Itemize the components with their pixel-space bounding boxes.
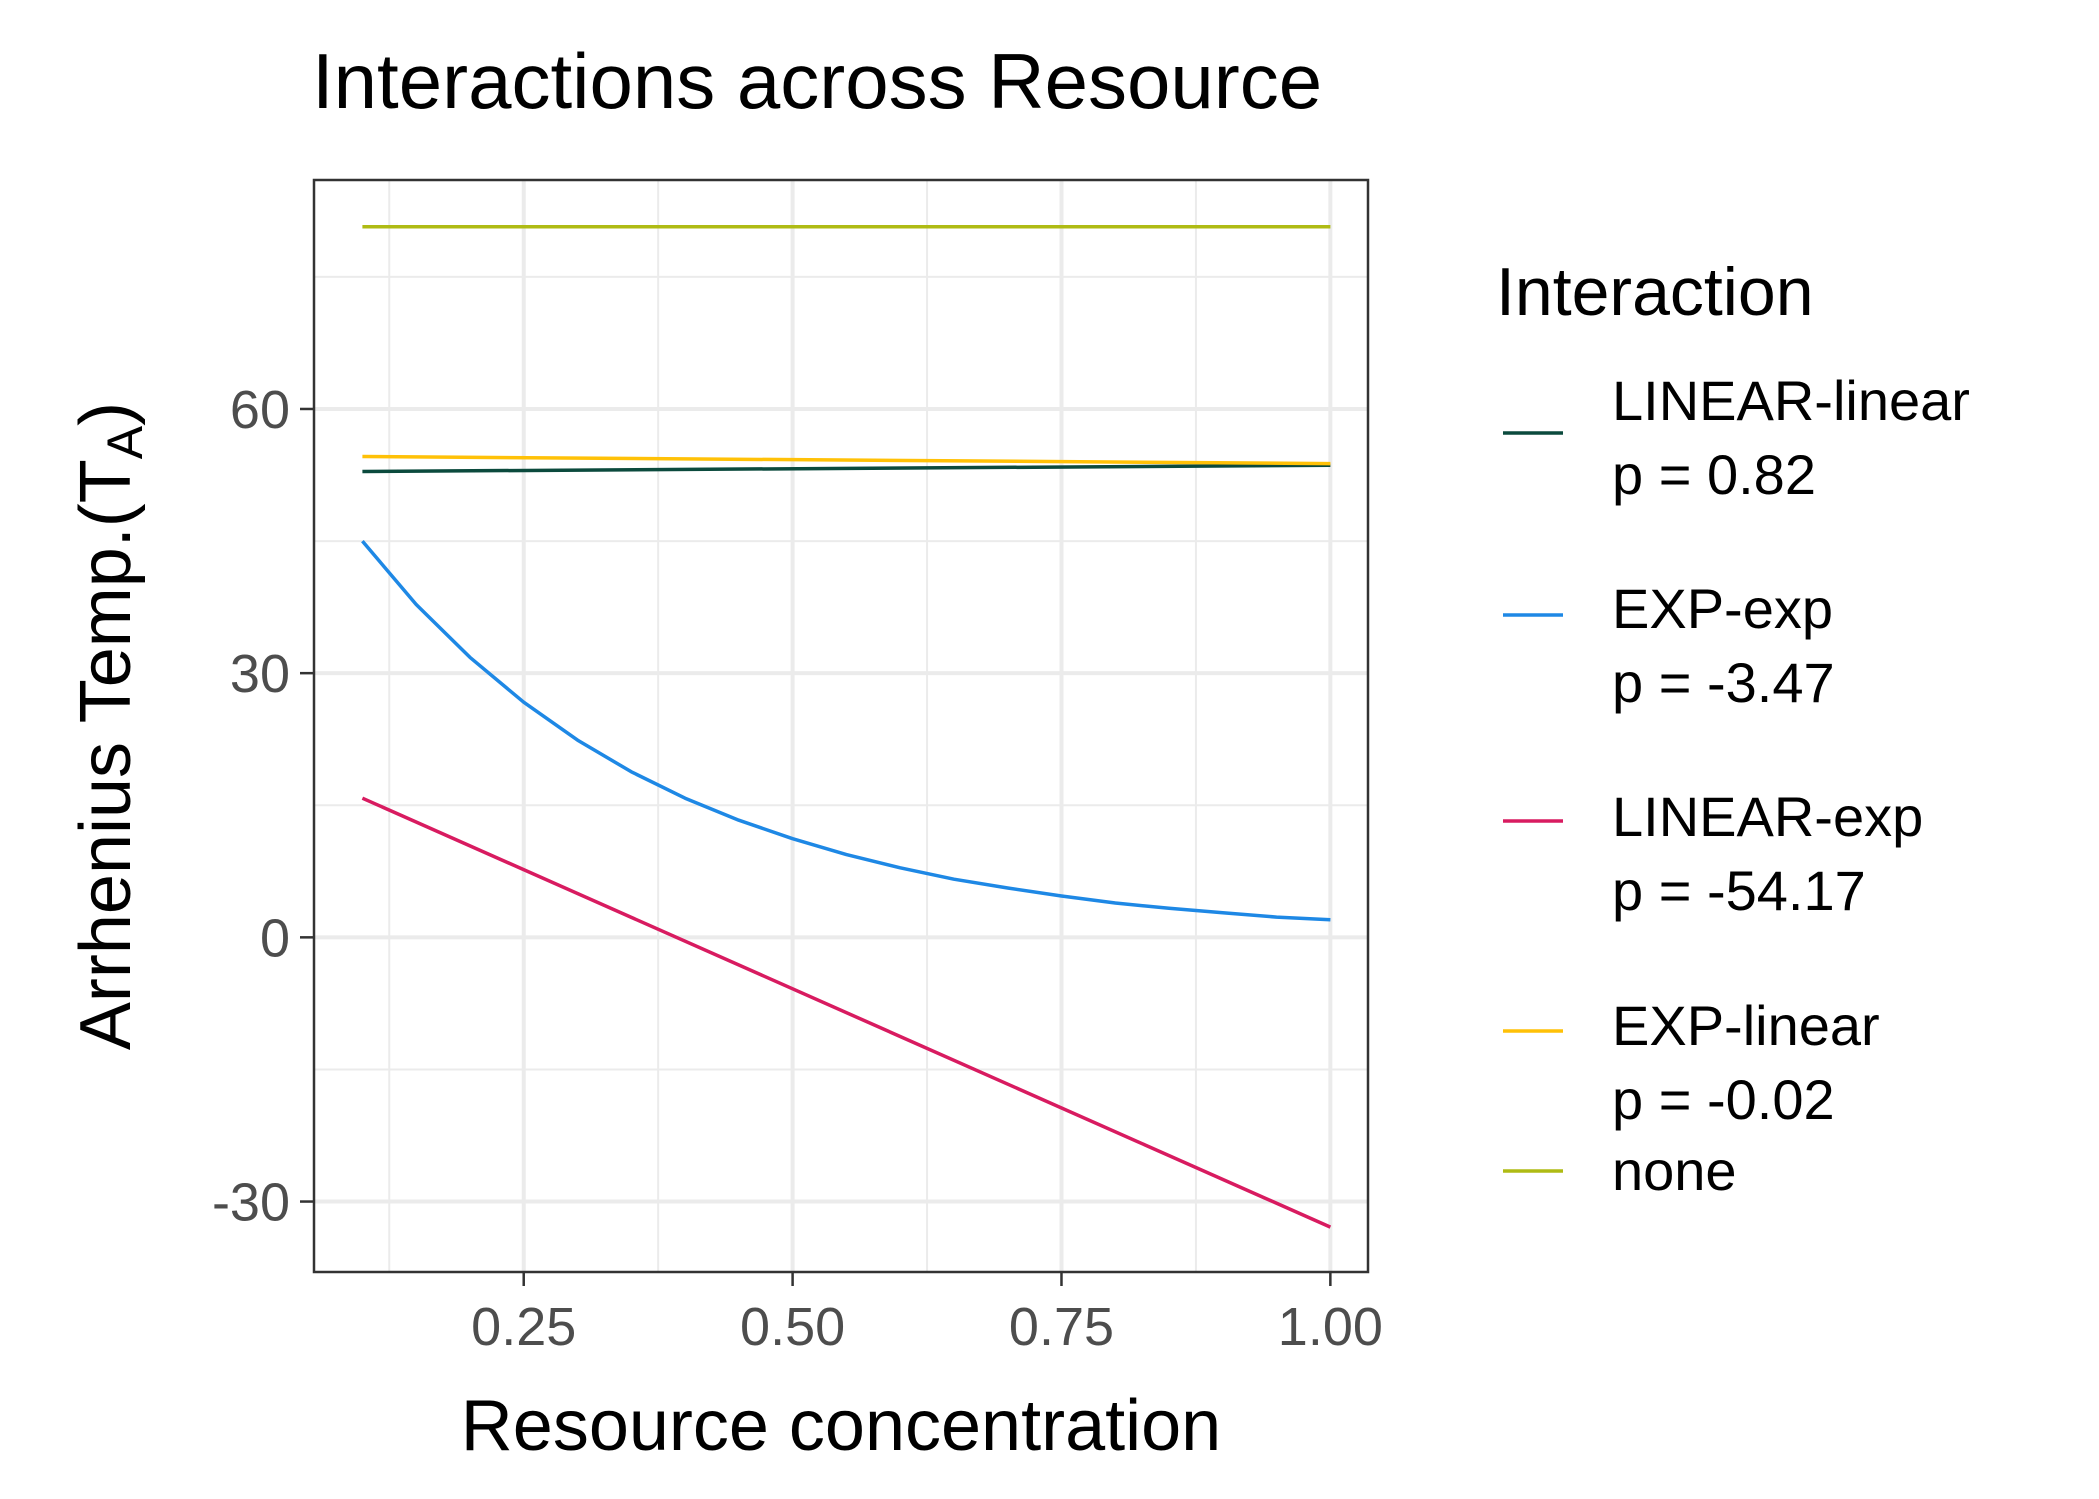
series-group — [361, 224, 1332, 1229]
x-axis-label: Resource concentration — [461, 1386, 1221, 1466]
legend-label-2: LINEAR-exp — [1612, 785, 1923, 848]
grid-major — [314, 180, 1368, 1272]
x-tick-label: 0.50 — [740, 1297, 845, 1357]
series-line-3 — [362, 454, 1331, 466]
y-axis-label-close: ) — [66, 402, 146, 426]
legend-label-4: none — [1612, 1139, 1737, 1202]
series-line-1 — [361, 539, 1331, 922]
legend: Interaction LINEAR-linear p = 0.82 EXP-exp… — [1496, 254, 1970, 1202]
x-tick-label: 0.75 — [1009, 1297, 1114, 1357]
y-axis: -30 0 30 60 — [212, 380, 314, 1233]
y-tick-label: 0 — [260, 908, 290, 968]
legend-entries: LINEAR-linear p = 0.82 EXP-exp p = -3.47 LIN… — [1503, 369, 1970, 1202]
y-axis-label-main: Arrhenius Temp.(T — [66, 459, 146, 1050]
y-axis-label: Arrhenius Temp.(TA) — [66, 402, 153, 1050]
legend-title: Interaction — [1496, 254, 1814, 330]
legend-pvalue-1: p = -3.47 — [1612, 651, 1835, 714]
series-line-2 — [361, 796, 1332, 1229]
y-tick-label: 30 — [230, 644, 290, 704]
legend-label-0: LINEAR-linear — [1612, 369, 1970, 432]
series-line-0 — [362, 463, 1331, 474]
x-tick-label: 1.00 — [1278, 1297, 1383, 1357]
chart-title: Interactions across Resource — [312, 37, 1322, 125]
plot-area — [312, 178, 1370, 1274]
y-axis-label-sub: A — [97, 425, 153, 459]
legend-label-3: EXP-linear — [1612, 994, 1880, 1057]
y-tick-label: 60 — [230, 380, 290, 440]
plot-background — [314, 180, 1368, 1272]
plot-border — [312, 178, 1370, 1274]
x-tick-label: 0.25 — [471, 1297, 576, 1357]
y-tick-label: -30 — [212, 1173, 290, 1233]
x-axis: 0.25 0.50 0.75 1.00 — [471, 1272, 1383, 1357]
legend-pvalue-3: p = -0.02 — [1612, 1068, 1835, 1131]
legend-pvalue-0: p = 0.82 — [1612, 443, 1816, 506]
grid-minor — [314, 180, 1368, 1272]
legend-label-1: EXP-exp — [1612, 577, 1833, 640]
legend-pvalue-2: p = -54.17 — [1612, 859, 1866, 922]
